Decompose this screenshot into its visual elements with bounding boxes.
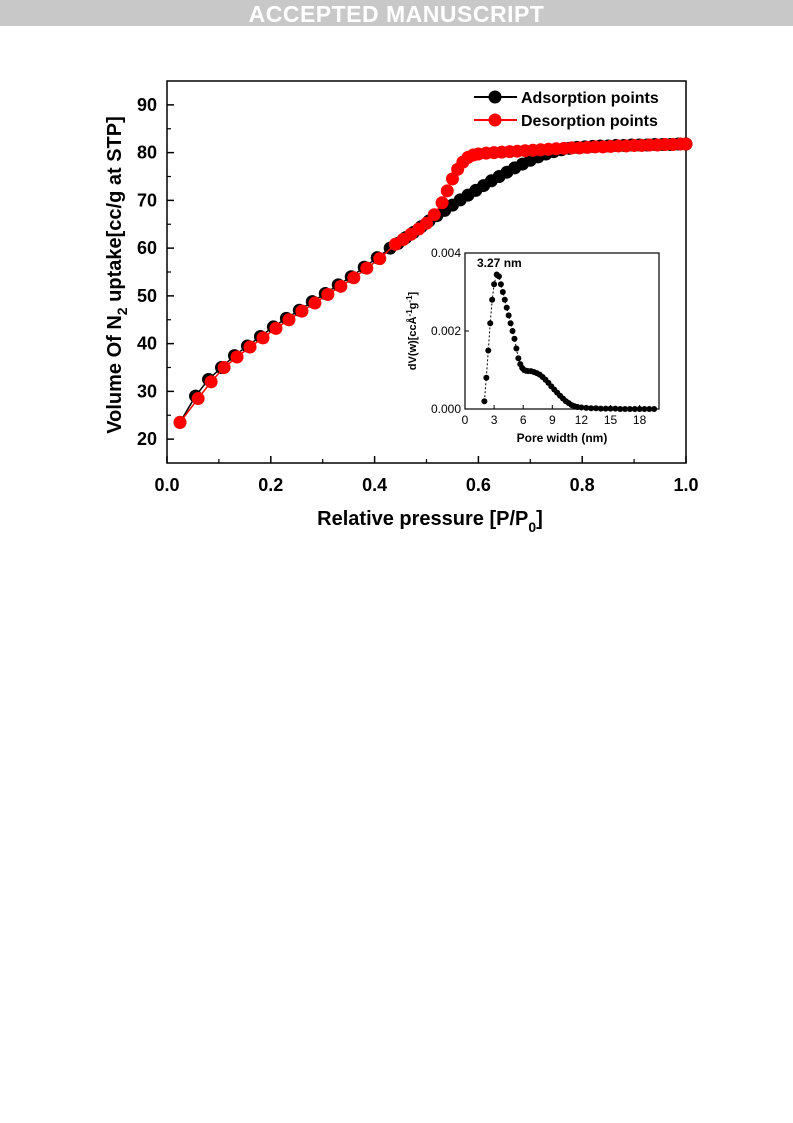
y-tick-label: 80 [137,143,157,163]
pore-distribution-point [612,405,619,412]
y-tick-label: 60 [137,238,157,258]
pore-distribution-point [483,374,490,381]
pore-distribution-point [513,345,520,352]
pore-distribution-point [509,328,516,334]
y-tick-label: 30 [137,381,157,401]
banner-text: ACCEPTED MANUSCRIPT [248,1,545,27]
y-tick-label: 20 [137,429,157,449]
inset-x-axis-label: Pore width (nm) [517,431,608,445]
desorption-point [282,313,296,327]
pore-distribution-point [602,405,609,412]
pore-distribution-point [499,289,506,295]
y-tick-label: 40 [137,334,157,354]
inset-y-tick-label: 0.000 [431,402,461,416]
pore-distribution-point [631,406,638,412]
pore-distribution-point [626,406,633,412]
x-tick-label: 0.8 [570,475,595,495]
x-tick-label: 0.4 [362,475,387,495]
desorption-point [295,304,309,318]
pore-distribution-point [507,320,514,327]
pore-distribution-point [487,320,494,327]
inset-x-tick-label: 18 [633,413,647,427]
x-tick-label: 1.0 [673,475,698,495]
inset-plot-frame [464,252,660,410]
pore-distribution-point [495,273,502,280]
inset-x-tick-label: 9 [549,413,556,427]
desorption-point [308,296,322,310]
pore-distribution-point [588,405,595,412]
inset-y-tick-label: 0.004 [431,246,461,260]
inset-series-layer [481,271,658,412]
inset-x-tick-label: 6 [520,413,527,427]
inset-x-tick-label: 3 [491,413,498,427]
x-tick-label: 0.6 [466,475,491,495]
desorption-point [321,287,335,301]
desorption-point [435,196,449,210]
legend-adsorption-label: Adsorption points [521,90,659,107]
x-axis-label: Relative pressure [P/P0] [317,508,543,535]
main-series-layer [173,137,693,429]
pore-distribution-point [583,404,590,411]
pore-distribution-point [481,398,488,405]
legend-adsorption-marker [488,90,502,104]
y-axis-label: Volume Of N2 uptake[cc/g at STP] [104,116,130,433]
y-tick-label: 70 [137,190,157,210]
y-tick-label: 50 [137,286,157,306]
x-tick-label: 0.0 [154,475,179,495]
pore-distribution-point [646,406,653,412]
desorption-point [204,375,218,389]
pore-distribution-point [617,406,624,412]
desorption-point [334,279,348,293]
desorption-point [360,261,374,275]
desorption-point [679,137,693,151]
desorption-point [256,331,270,345]
pore-distribution-point [491,281,498,288]
desorption-point [347,271,361,285]
y-tick-label: 90 [137,95,157,115]
manuscript-banner: ACCEPTED MANUSCRIPT [0,0,793,27]
desorption-point [420,216,433,230]
inset-x-tick-label: 0 [462,413,469,427]
desorption-point [191,392,205,406]
pore-distribution-point [511,335,518,342]
inset-y-tick-label: 0.002 [431,324,461,338]
desorption-point [243,340,257,354]
pore-distribution-point [651,406,658,412]
legend-desorption-marker [488,113,502,127]
desorption-point [373,252,387,266]
pore-distribution-point [489,296,496,303]
desorption-point [230,350,244,364]
desorption-point [445,172,459,186]
pore-distribution-point [505,312,512,319]
pore-distribution-point [497,281,504,288]
inset-y-axis-label: dV(w)[ccÅ-1g-1] [405,291,419,370]
desorption-point [217,361,231,374]
legend-desorption-label: Desorption points [521,113,658,130]
pore-distribution-point [641,406,648,412]
desorption-point [440,184,454,198]
legend: Adsorption points Desorption points [474,90,659,130]
desorption-point [173,415,187,429]
pore-distribution-point [503,304,510,311]
pore-distribution-point [485,347,492,354]
pore-distribution-point [636,406,643,412]
inset-x-tick-label: 12 [575,413,589,427]
pore-distribution-point [622,406,629,412]
desorption-point [269,321,283,335]
desorption-point [427,208,441,222]
inset-peak-annotation: 3.27 nm [477,256,522,270]
pore-distribution-point [578,404,585,411]
pore-distribution-point [597,405,604,412]
inset-x-tick-label: 15 [604,413,618,427]
pore-distribution-point [501,296,508,303]
pore-distribution-point [607,405,614,412]
pore-distribution-point [592,405,599,412]
pore-distribution-point [515,355,522,362]
x-tick-label: 0.2 [258,475,283,495]
